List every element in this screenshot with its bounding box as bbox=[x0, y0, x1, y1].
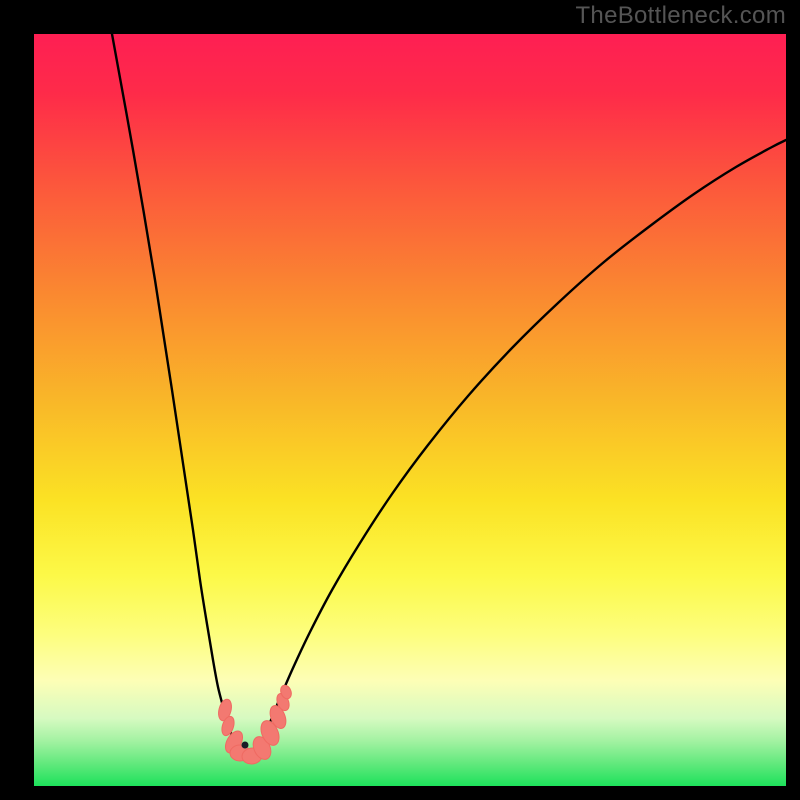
plot-background bbox=[34, 34, 786, 786]
app-root: TheBottleneck.com bbox=[0, 0, 800, 800]
bottleneck-chart bbox=[0, 0, 800, 800]
vertex-dot bbox=[242, 742, 249, 749]
